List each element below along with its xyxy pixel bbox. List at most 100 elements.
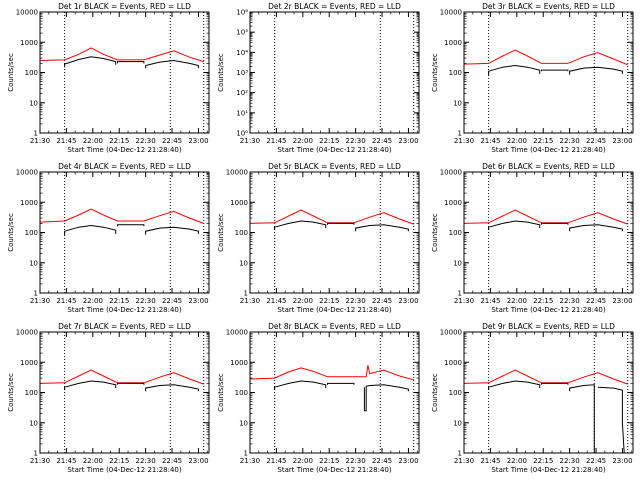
events-series-line: [274, 380, 327, 391]
x-tick-label: 22:15: [533, 297, 553, 305]
x-tick-label: 22:45: [372, 137, 392, 145]
x-tick-label: 22:30: [136, 137, 156, 145]
x-tick-label: 22:30: [136, 457, 156, 465]
x-tick-label: 23:00: [188, 297, 208, 305]
panel-det-9r: Det 9r BLACK = Events, RED = LLD 1 10 100 10…: [431, 322, 634, 474]
x-tick-label: 22:00: [293, 137, 313, 145]
y-tick-label: 10: [29, 99, 38, 107]
plot-frame: [249, 331, 420, 454]
x-tick-label: 21:45: [480, 137, 500, 145]
plot-frame: [39, 171, 210, 294]
x-tick-label: 23:00: [612, 297, 632, 305]
lld-series-line: [39, 369, 204, 385]
y-axis-label: Counts/sec: [431, 53, 439, 92]
x-tick-label: 21:30: [30, 457, 50, 465]
events-series-line: [488, 220, 541, 231]
panel-det-7r: Det 7r BLACK = Events, RED = LLD 1 10 100 10…: [7, 322, 210, 474]
x-tick-label: 23:00: [612, 457, 632, 465]
x-tick-label: 21:30: [240, 137, 260, 145]
y-tick-label: 10000: [16, 9, 38, 17]
lld-series-line: [463, 369, 628, 385]
y-tick-label: 10000: [440, 169, 462, 177]
x-tick-label: 21:30: [454, 457, 474, 465]
events-series-line: [145, 384, 199, 392]
events-series-line: [355, 224, 409, 232]
x-tick-label: 22:30: [560, 297, 580, 305]
events-series-line: [569, 224, 623, 232]
x-tick-label: 22:30: [560, 457, 580, 465]
panel-det-4r: Det 4r BLACK = Events, RED = LLD 1 10 100 10…: [7, 162, 210, 314]
y-tick-label: 1000: [230, 199, 248, 207]
x-tick-label: 22:00: [83, 297, 103, 305]
x-tick-label: 21:45: [266, 137, 286, 145]
x-tick-label: 23:00: [398, 137, 418, 145]
x-axis-label: Start Time (04-Dec-12 21:28:40): [277, 466, 391, 474]
x-tick-label: 21:45: [480, 457, 500, 465]
x-tick-label: 22:00: [83, 457, 103, 465]
x-axis-label: Start Time (04-Dec-12 21:28:40): [67, 306, 181, 314]
x-tick-label: 22:15: [319, 457, 339, 465]
x-tick-label: 23:00: [188, 137, 208, 145]
events-series-line: [541, 222, 569, 225]
x-tick-label: 22:45: [162, 137, 182, 145]
lld-series-line: [39, 208, 204, 224]
x-tick-label: 22:30: [346, 457, 366, 465]
panel-det-2r: Det 2r BLACK = Events, RED = LLD 10⁰ 10¹ 10…: [217, 2, 420, 154]
x-tick-label: 23:00: [398, 457, 418, 465]
plot-frame: [39, 331, 210, 454]
x-axis-label: Start Time (04-Dec-12 21:28:40): [491, 146, 605, 154]
y-tick-label: 10: [453, 419, 462, 427]
panel-title: Det 7r BLACK = Events, RED = LLD: [58, 322, 191, 331]
panel-title: Det 4r BLACK = Events, RED = LLD: [58, 162, 191, 171]
y-tick-label: 10²: [236, 89, 248, 97]
x-tick-label: 22:15: [109, 457, 129, 465]
panel-det-1r: Det 1r BLACK = Events, RED = LLD 1 10 100 10…: [7, 2, 210, 154]
events-series-line: [541, 382, 569, 385]
y-tick-label: 10¹: [236, 109, 248, 117]
events-series-line: [363, 384, 409, 412]
x-tick-label: 22:45: [586, 297, 606, 305]
events-series-line: [64, 224, 117, 236]
x-tick-label: 22:15: [319, 297, 339, 305]
x-tick-label: 22:30: [136, 297, 156, 305]
x-tick-label: 21:45: [266, 457, 286, 465]
x-axis-label: Start Time (04-Dec-12 21:28:40): [277, 146, 391, 154]
x-axis-label: Start Time (04-Dec-12 21:28:40): [277, 306, 391, 314]
events-series-line: [541, 69, 569, 72]
panel-det-8r: Det 8r BLACK = Events, RED = LLD 1 10 100 10…: [217, 322, 420, 474]
y-tick-label: 10000: [440, 9, 462, 17]
x-tick-label: 23:00: [612, 137, 632, 145]
x-tick-label: 22:15: [533, 137, 553, 145]
y-tick-label: 100: [449, 69, 462, 77]
y-axis-label: Counts/sec: [431, 373, 439, 412]
y-tick-label: 10000: [440, 329, 462, 337]
y-tick-label: 1000: [20, 39, 38, 47]
events-series-line: [327, 382, 355, 385]
y-tick-label: 1000: [444, 359, 462, 367]
lld-series-line: [463, 209, 628, 225]
y-tick-label: 1000: [444, 39, 462, 47]
x-tick-label: 21:30: [30, 297, 50, 305]
events-series-line: [569, 66, 623, 75]
x-tick-label: 21:45: [480, 297, 500, 305]
events-series-line: [569, 384, 595, 453]
events-series-line: [117, 382, 145, 385]
x-tick-label: 22:30: [346, 297, 366, 305]
y-tick-label: 10⁶: [236, 9, 248, 17]
plot-frame: [249, 11, 420, 134]
panel-title: Det 8r BLACK = Events, RED = LLD: [268, 322, 401, 331]
y-axis-label: Counts/sec: [7, 213, 15, 252]
lld-series-line: [249, 209, 414, 225]
y-tick-label: 10: [453, 99, 462, 107]
y-tick-label: 100: [449, 229, 462, 237]
events-series-line: [488, 380, 541, 391]
x-axis-label: Start Time (04-Dec-12 21:28:40): [491, 466, 605, 474]
x-tick-label: 22:15: [109, 297, 129, 305]
y-axis-label: Counts/sec: [7, 373, 15, 412]
y-tick-label: 10⁵: [236, 29, 248, 37]
plot-frame: [463, 171, 634, 294]
y-tick-label: 10: [29, 419, 38, 427]
x-tick-label: 22:00: [507, 297, 527, 305]
y-tick-label: 1000: [230, 359, 248, 367]
